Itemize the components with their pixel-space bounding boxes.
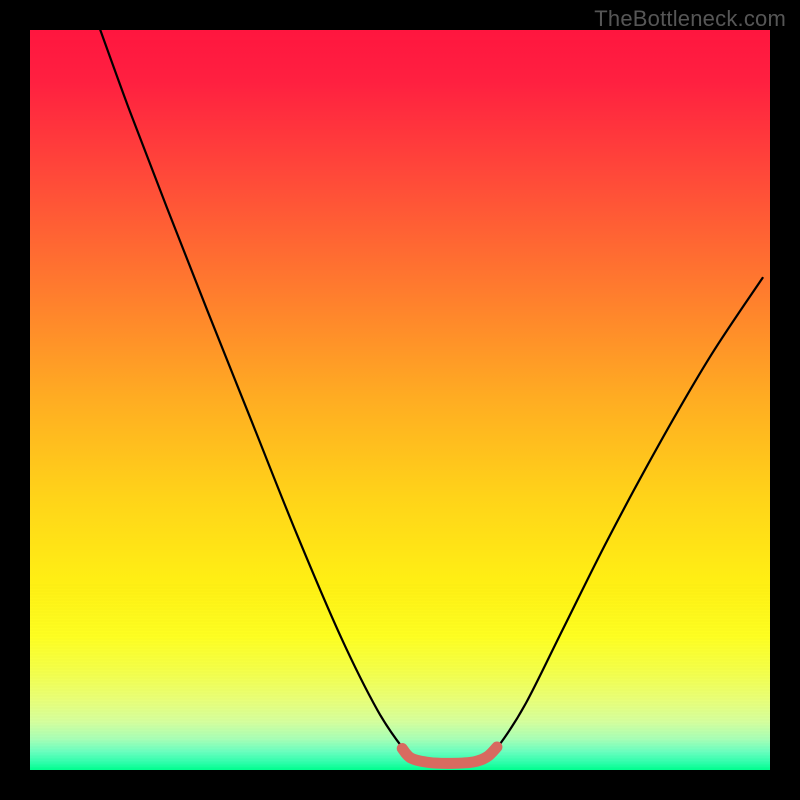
plot-area xyxy=(30,30,770,770)
chart-svg xyxy=(30,30,770,770)
chart-frame: TheBottleneck.com xyxy=(0,0,800,800)
watermark-text: TheBottleneck.com xyxy=(594,6,786,32)
